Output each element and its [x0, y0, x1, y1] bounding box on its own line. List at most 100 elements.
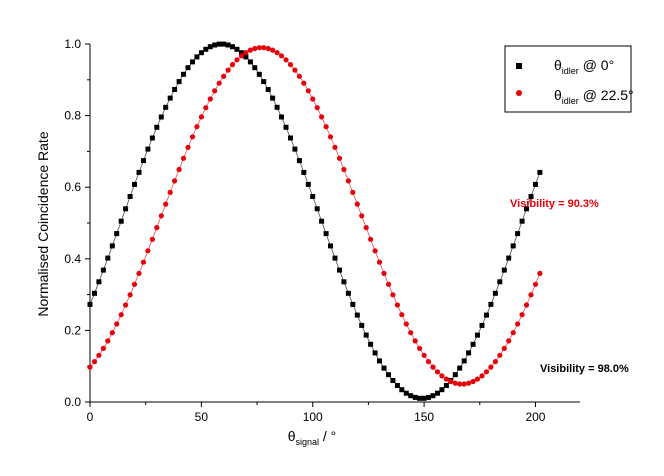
data-point — [443, 376, 449, 382]
data-point — [443, 383, 449, 388]
y-tick-label: 0.8 — [64, 109, 81, 123]
data-point — [408, 330, 414, 336]
data-point — [234, 46, 240, 52]
data-point — [185, 65, 191, 71]
data-point — [100, 267, 106, 273]
data-point — [425, 359, 432, 365]
data-point — [292, 146, 298, 152]
data-point — [515, 321, 521, 327]
data-point — [296, 73, 302, 79]
data-point — [274, 50, 280, 56]
data-point — [283, 124, 289, 130]
data-point — [381, 365, 387, 371]
data-point — [114, 321, 120, 327]
data-point — [252, 65, 258, 71]
data-point — [212, 88, 218, 94]
data-point — [501, 267, 507, 273]
data-point — [426, 394, 431, 400]
data-point — [345, 290, 351, 296]
data-point — [310, 194, 316, 199]
series-0 — [87, 41, 543, 401]
data-point — [359, 322, 365, 328]
data-point — [216, 41, 222, 47]
data-point — [238, 53, 245, 59]
data-point — [328, 243, 333, 249]
data-point — [417, 345, 423, 351]
data-point — [216, 80, 222, 86]
data-point — [189, 134, 196, 140]
data-point — [492, 359, 498, 365]
data-point — [185, 144, 191, 150]
data-point — [408, 393, 414, 399]
data-point — [158, 114, 164, 120]
axes: 0.0 0.2 0.4 0.6 0.8 1.0 0 50 100 150 200 — [64, 37, 580, 424]
legend-marker-black-square — [516, 63, 522, 69]
data-point — [198, 114, 204, 120]
data-point — [136, 270, 142, 276]
data-point — [421, 352, 427, 358]
data-point — [350, 189, 356, 195]
x-tick-label: 100 — [303, 410, 323, 424]
data-point — [523, 302, 530, 308]
data-point — [515, 231, 521, 237]
data-point — [221, 41, 227, 47]
data-point — [537, 270, 543, 276]
y-tick-label: 1.0 — [64, 37, 81, 51]
data-point — [327, 134, 334, 140]
data-point — [207, 96, 213, 102]
x-axis-label-unit: / ° — [319, 428, 336, 444]
x-tick-label: 150 — [414, 410, 434, 424]
data-point — [537, 169, 543, 175]
data-point — [256, 45, 262, 51]
data-point — [96, 279, 102, 285]
data-point — [488, 301, 494, 307]
data-point — [483, 369, 490, 375]
data-point — [461, 381, 467, 387]
data-point — [439, 387, 445, 393]
data-point — [301, 80, 307, 86]
visibility-annotation-red: Visibility = 90.3% — [510, 198, 599, 210]
data-point — [212, 42, 218, 48]
legend-box — [504, 45, 632, 113]
y-axis-label: Normalised Coincidence Rate — [35, 131, 51, 316]
data-point — [163, 104, 169, 110]
data-point — [439, 373, 445, 379]
data-point — [92, 290, 97, 296]
data-point — [412, 394, 418, 400]
data-point — [506, 338, 512, 344]
x-axis-label-sub: signal — [296, 437, 320, 447]
data-point — [345, 178, 351, 184]
data-point — [239, 50, 244, 56]
data-point — [319, 218, 325, 224]
data-point — [470, 341, 476, 347]
data-point — [203, 46, 209, 52]
data-point — [341, 279, 347, 285]
data-point — [417, 395, 423, 401]
y-tick-label: 0.4 — [64, 252, 81, 266]
data-point — [225, 42, 231, 48]
data-point — [194, 124, 200, 130]
data-point — [225, 67, 231, 73]
data-point — [510, 330, 516, 336]
data-point — [292, 67, 298, 73]
data-point — [256, 71, 262, 77]
data-point — [287, 62, 294, 68]
y-tick-label: 0.6 — [64, 180, 81, 194]
data-point — [87, 301, 93, 307]
legend-marker-red-circle — [516, 90, 522, 96]
data-point — [270, 95, 276, 101]
data-point — [506, 255, 512, 261]
data-point — [279, 114, 284, 120]
data-point — [510, 243, 516, 249]
data-point — [123, 206, 129, 212]
data-point — [484, 312, 489, 318]
data-point — [163, 201, 169, 207]
data-point — [154, 124, 160, 130]
data-point — [533, 181, 538, 187]
data-point — [528, 194, 534, 199]
data-point — [390, 378, 396, 383]
data-point — [394, 302, 400, 308]
data-point — [114, 231, 120, 237]
data-point — [519, 218, 525, 224]
data-point — [230, 44, 235, 50]
